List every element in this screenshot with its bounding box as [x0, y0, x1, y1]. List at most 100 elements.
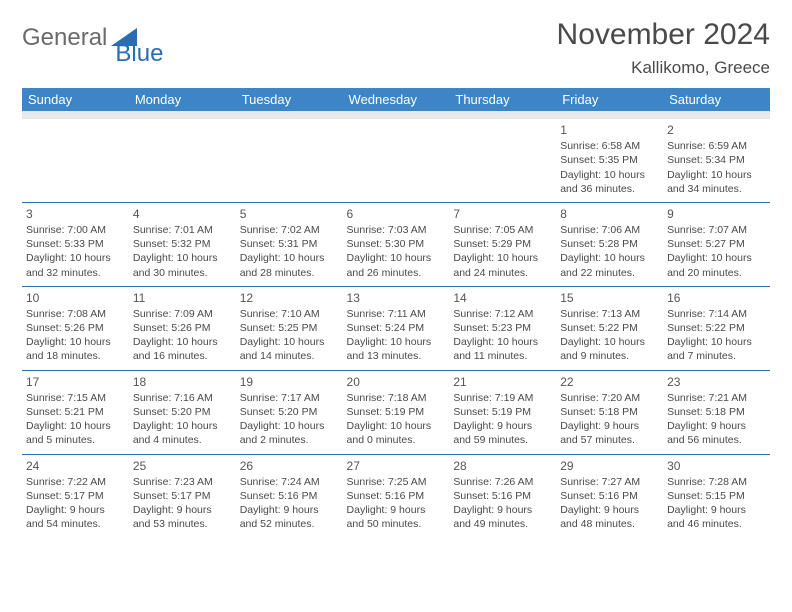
- day-header: Sunday: [22, 88, 129, 111]
- sunrise-line: Sunrise: 7:27 AM: [560, 475, 659, 489]
- daylight-line: Daylight: 10 hours and 34 minutes.: [667, 168, 766, 196]
- daylight-line: Daylight: 10 hours and 16 minutes.: [133, 335, 232, 363]
- sunrise-line: Sunrise: 7:10 AM: [240, 307, 339, 321]
- sunrise-line: Sunrise: 7:07 AM: [667, 223, 766, 237]
- week-row: 10Sunrise: 7:08 AMSunset: 5:26 PMDayligh…: [22, 287, 770, 370]
- day-number: 30: [667, 458, 766, 474]
- sunrise-line: Sunrise: 7:24 AM: [240, 475, 339, 489]
- day-number: 6: [347, 206, 446, 222]
- sunset-line: Sunset: 5:22 PM: [560, 321, 659, 335]
- sunrise-line: Sunrise: 7:28 AM: [667, 475, 766, 489]
- day-cell: 5Sunrise: 7:02 AMSunset: 5:31 PMDaylight…: [236, 203, 343, 286]
- sunrise-line: Sunrise: 7:22 AM: [26, 475, 125, 489]
- day-cell: 2Sunrise: 6:59 AMSunset: 5:34 PMDaylight…: [663, 119, 770, 202]
- day-number: 3: [26, 206, 125, 222]
- sunset-line: Sunset: 5:26 PM: [133, 321, 232, 335]
- sunrise-line: Sunrise: 7:09 AM: [133, 307, 232, 321]
- day-cell: 14Sunrise: 7:12 AMSunset: 5:23 PMDayligh…: [449, 287, 556, 370]
- calendar-table: SundayMondayTuesdayWednesdayThursdayFrid…: [22, 88, 770, 537]
- daylight-line: Daylight: 10 hours and 14 minutes.: [240, 335, 339, 363]
- day-cell: 9Sunrise: 7:07 AMSunset: 5:27 PMDaylight…: [663, 203, 770, 286]
- day-cell: [236, 119, 343, 202]
- subheader-row: [22, 111, 770, 119]
- day-cell: 19Sunrise: 7:17 AMSunset: 5:20 PMDayligh…: [236, 371, 343, 454]
- day-cell: 30Sunrise: 7:28 AMSunset: 5:15 PMDayligh…: [663, 455, 770, 538]
- day-header: Wednesday: [343, 88, 450, 111]
- logo: General Blue: [22, 24, 187, 52]
- day-cell: [129, 119, 236, 202]
- daylight-line: Daylight: 9 hours and 50 minutes.: [347, 503, 446, 531]
- day-number: 5: [240, 206, 339, 222]
- sunset-line: Sunset: 5:34 PM: [667, 153, 766, 167]
- sunrise-line: Sunrise: 7:17 AM: [240, 391, 339, 405]
- day-number: 17: [26, 374, 125, 390]
- day-header: Friday: [556, 88, 663, 111]
- day-cell: 11Sunrise: 7:09 AMSunset: 5:26 PMDayligh…: [129, 287, 236, 370]
- day-number: 8: [560, 206, 659, 222]
- daylight-line: Daylight: 9 hours and 54 minutes.: [26, 503, 125, 531]
- sunset-line: Sunset: 5:20 PM: [133, 405, 232, 419]
- day-number: 24: [26, 458, 125, 474]
- day-number: 4: [133, 206, 232, 222]
- day-number: 29: [560, 458, 659, 474]
- daylight-line: Daylight: 10 hours and 5 minutes.: [26, 419, 125, 447]
- day-number: 27: [347, 458, 446, 474]
- sunrise-line: Sunrise: 7:02 AM: [240, 223, 339, 237]
- day-cell: 8Sunrise: 7:06 AMSunset: 5:28 PMDaylight…: [556, 203, 663, 286]
- week-row: 1Sunrise: 6:58 AMSunset: 5:35 PMDaylight…: [22, 119, 770, 202]
- sunset-line: Sunset: 5:26 PM: [26, 321, 125, 335]
- day-cell: 17Sunrise: 7:15 AMSunset: 5:21 PMDayligh…: [22, 371, 129, 454]
- daylight-line: Daylight: 9 hours and 57 minutes.: [560, 419, 659, 447]
- day-cell: [449, 119, 556, 202]
- sunset-line: Sunset: 5:18 PM: [560, 405, 659, 419]
- daylight-line: Daylight: 10 hours and 7 minutes.: [667, 335, 766, 363]
- daylight-line: Daylight: 10 hours and 13 minutes.: [347, 335, 446, 363]
- day-number: 10: [26, 290, 125, 306]
- sunset-line: Sunset: 5:25 PM: [240, 321, 339, 335]
- day-cell: 27Sunrise: 7:25 AMSunset: 5:16 PMDayligh…: [343, 455, 450, 538]
- sunset-line: Sunset: 5:31 PM: [240, 237, 339, 251]
- sunset-line: Sunset: 5:16 PM: [240, 489, 339, 503]
- title-block: November 2024 Kallikomo, Greece: [557, 18, 770, 78]
- sunset-line: Sunset: 5:35 PM: [560, 153, 659, 167]
- daylight-line: Daylight: 10 hours and 22 minutes.: [560, 251, 659, 279]
- daylight-line: Daylight: 10 hours and 4 minutes.: [133, 419, 232, 447]
- sunrise-line: Sunrise: 7:03 AM: [347, 223, 446, 237]
- day-header: Thursday: [449, 88, 556, 111]
- week-row: 17Sunrise: 7:15 AMSunset: 5:21 PMDayligh…: [22, 371, 770, 454]
- sunset-line: Sunset: 5:22 PM: [667, 321, 766, 335]
- daylight-line: Daylight: 9 hours and 46 minutes.: [667, 503, 766, 531]
- sunrise-line: Sunrise: 7:16 AM: [133, 391, 232, 405]
- sunset-line: Sunset: 5:27 PM: [667, 237, 766, 251]
- day-cell: 23Sunrise: 7:21 AMSunset: 5:18 PMDayligh…: [663, 371, 770, 454]
- sunset-line: Sunset: 5:19 PM: [347, 405, 446, 419]
- sunset-line: Sunset: 5:20 PM: [240, 405, 339, 419]
- day-number: 1: [560, 122, 659, 138]
- daylight-line: Daylight: 9 hours and 59 minutes.: [453, 419, 552, 447]
- day-cell: 25Sunrise: 7:23 AMSunset: 5:17 PMDayligh…: [129, 455, 236, 538]
- day-cell: 26Sunrise: 7:24 AMSunset: 5:16 PMDayligh…: [236, 455, 343, 538]
- day-header: Tuesday: [236, 88, 343, 111]
- daylight-line: Daylight: 9 hours and 56 minutes.: [667, 419, 766, 447]
- sunrise-line: Sunrise: 6:58 AM: [560, 139, 659, 153]
- sunset-line: Sunset: 5:17 PM: [133, 489, 232, 503]
- sunset-line: Sunset: 5:24 PM: [347, 321, 446, 335]
- day-number: 20: [347, 374, 446, 390]
- sunset-line: Sunset: 5:21 PM: [26, 405, 125, 419]
- day-number: 26: [240, 458, 339, 474]
- day-number: 2: [667, 122, 766, 138]
- daylight-line: Daylight: 10 hours and 28 minutes.: [240, 251, 339, 279]
- day-number: 18: [133, 374, 232, 390]
- day-cell: 15Sunrise: 7:13 AMSunset: 5:22 PMDayligh…: [556, 287, 663, 370]
- day-number: 21: [453, 374, 552, 390]
- daylight-line: Daylight: 10 hours and 36 minutes.: [560, 168, 659, 196]
- sunrise-line: Sunrise: 7:11 AM: [347, 307, 446, 321]
- sunset-line: Sunset: 5:28 PM: [560, 237, 659, 251]
- day-number: 14: [453, 290, 552, 306]
- day-cell: 28Sunrise: 7:26 AMSunset: 5:16 PMDayligh…: [449, 455, 556, 538]
- day-cell: 20Sunrise: 7:18 AMSunset: 5:19 PMDayligh…: [343, 371, 450, 454]
- day-header-row: SundayMondayTuesdayWednesdayThursdayFrid…: [22, 88, 770, 111]
- week-row: 3Sunrise: 7:00 AMSunset: 5:33 PMDaylight…: [22, 203, 770, 286]
- sunrise-line: Sunrise: 7:00 AM: [26, 223, 125, 237]
- day-cell: 7Sunrise: 7:05 AMSunset: 5:29 PMDaylight…: [449, 203, 556, 286]
